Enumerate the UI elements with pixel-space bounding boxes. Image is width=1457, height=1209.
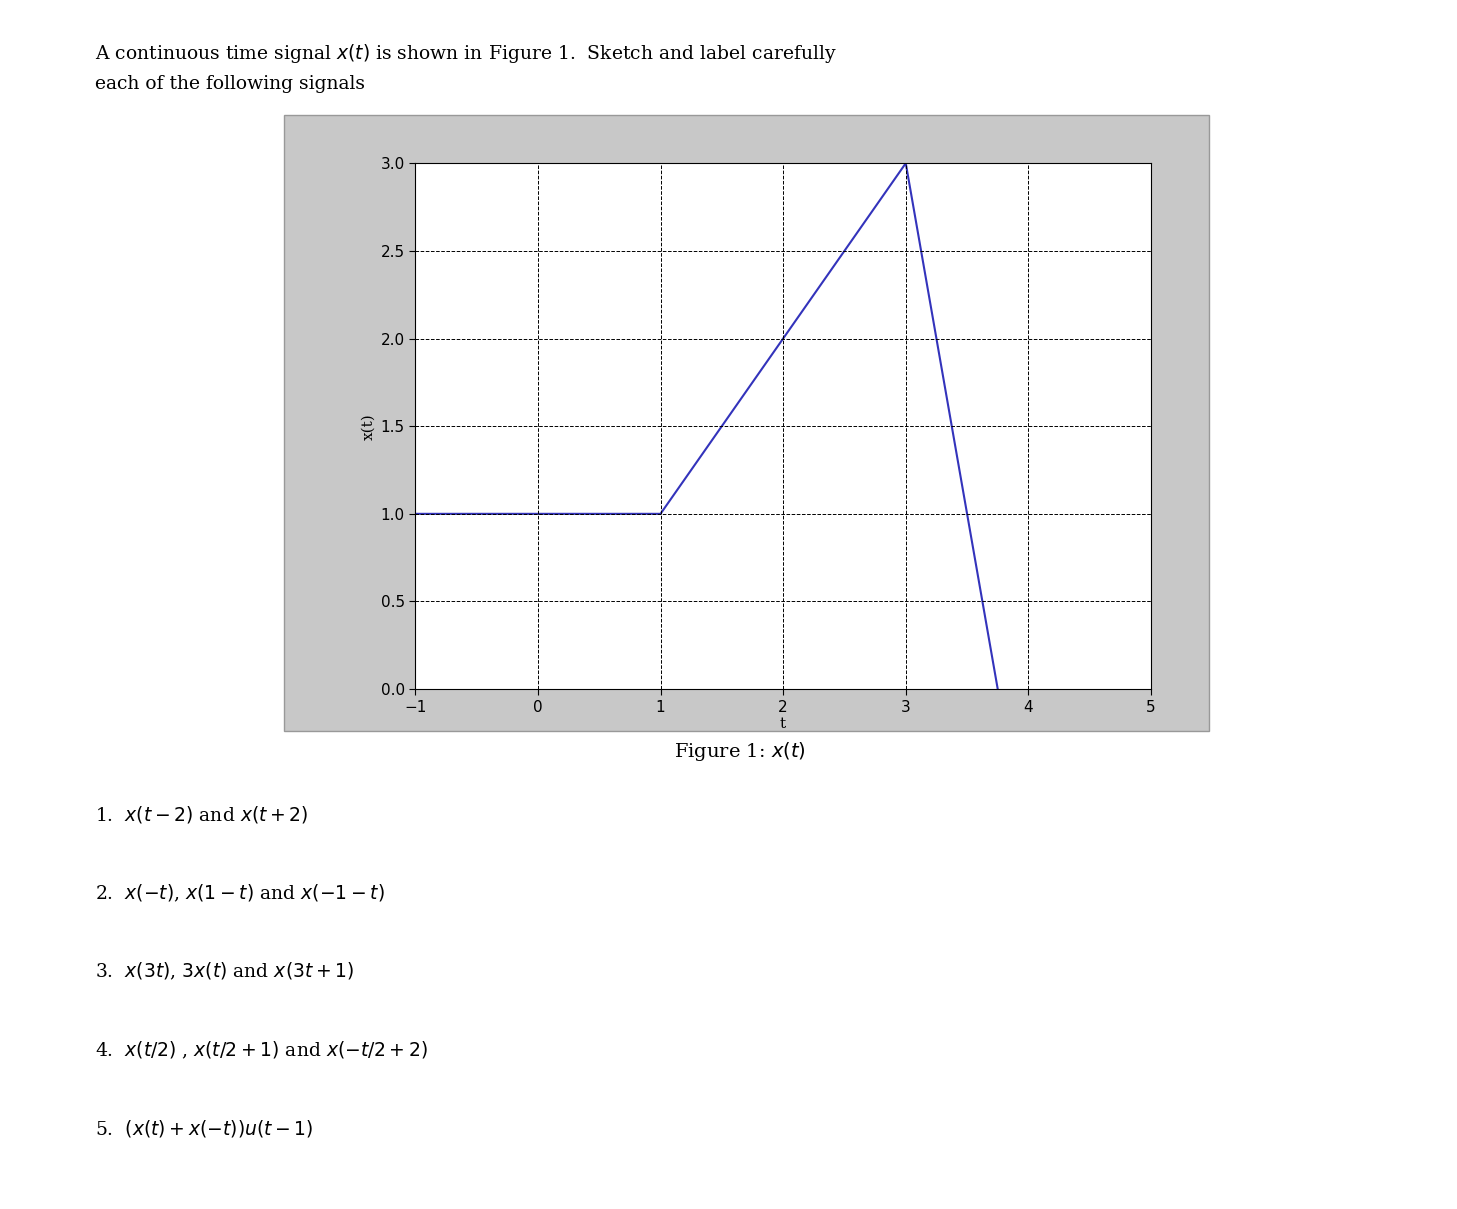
Text: 1.  $x(t-2)$ and $x(t+2)$: 1. $x(t-2)$ and $x(t+2)$	[95, 804, 307, 825]
Text: 5.  $(x(t)+x(-t))u(t-1)$: 5. $(x(t)+x(-t))u(t-1)$	[95, 1118, 313, 1139]
Text: 4.  $x(t/2)$ , $x(t/2+1)$ and $x(-t/2+2)$: 4. $x(t/2)$ , $x(t/2+1)$ and $x(-t/2+2)$	[95, 1040, 427, 1062]
Y-axis label: x(t): x(t)	[361, 412, 374, 440]
Text: 2.  $x(-t)$, $x(1-t)$ and $x(-1-t)$: 2. $x(-t)$, $x(1-t)$ and $x(-1-t)$	[95, 883, 385, 904]
X-axis label: t: t	[779, 717, 787, 731]
Text: A continuous time signal $x(t)$ is shown in Figure 1.  Sketch and label carefull: A continuous time signal $x(t)$ is shown…	[95, 42, 836, 65]
Text: each of the following signals: each of the following signals	[95, 75, 364, 93]
Text: Figure 1: $x(t)$: Figure 1: $x(t)$	[675, 740, 806, 763]
Text: 3.  $x(3t)$, $3x(t)$ and $x(3t+1)$: 3. $x(3t)$, $3x(t)$ and $x(3t+1)$	[95, 961, 354, 983]
